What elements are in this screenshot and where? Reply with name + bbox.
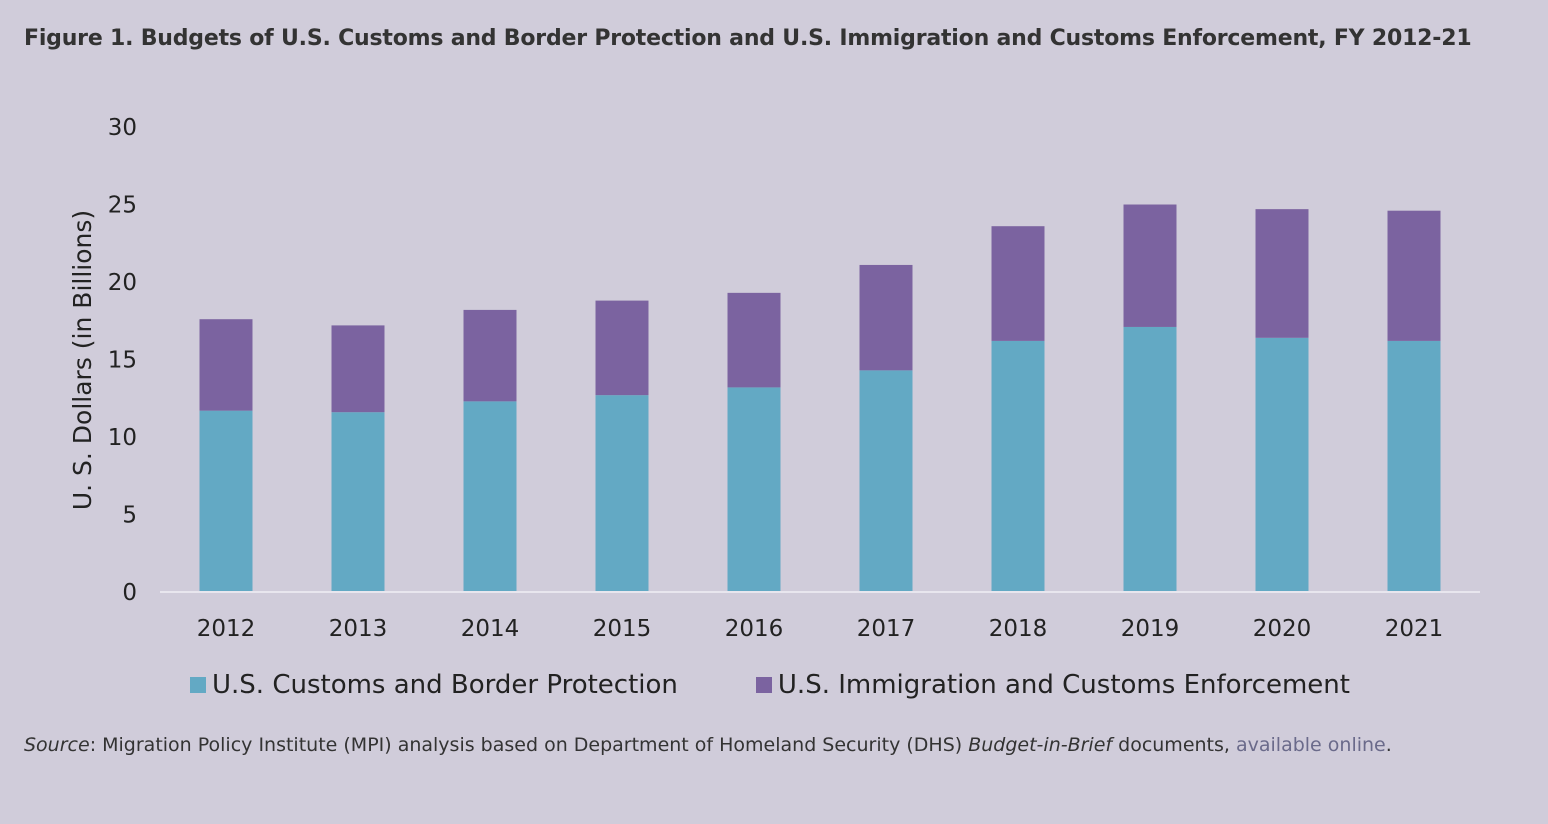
y-tick-label: 30 xyxy=(108,115,137,141)
legend-item-ice: U.S. Immigration and Customs Enforcement xyxy=(755,670,1350,700)
bar-segment-ice xyxy=(1255,209,1309,338)
source-link[interactable]: available online xyxy=(1235,734,1386,756)
bar-segment-ice xyxy=(199,319,253,411)
bar-segment-cbp xyxy=(1123,326,1177,592)
y-axis: 0 5 10 15 20 25 30 xyxy=(108,115,137,606)
bar-segment-ice xyxy=(1387,210,1441,341)
x-tick-label: 2019 xyxy=(1121,616,1180,642)
legend-swatch-cbp xyxy=(190,677,206,693)
source-note: Source: Migration Policy Institute (MPI)… xyxy=(24,734,1392,756)
bar-segment-cbp xyxy=(199,410,253,592)
x-tick-label: 2018 xyxy=(989,616,1048,642)
bar-segment-ice xyxy=(991,226,1045,341)
bar-segment-cbp xyxy=(463,401,517,592)
bar-segment-ice xyxy=(331,325,385,413)
bar-segment-ice xyxy=(463,309,517,402)
bar-segment-cbp xyxy=(595,395,649,592)
x-axis: 2012 2013 2014 2015 2016 2017 2018 2019 2020 2021 xyxy=(160,591,1480,642)
bar-segment-cbp xyxy=(859,370,913,592)
legend-swatch-ice xyxy=(755,677,772,693)
bar-segment-ice xyxy=(1123,204,1177,327)
y-axis-label: U. S. Dollars (in Billions) xyxy=(68,210,97,510)
x-tick-label: 2012 xyxy=(197,616,256,642)
x-tick-label: 2021 xyxy=(1385,616,1444,642)
x-tick-label: 2020 xyxy=(1253,616,1312,642)
y-tick-label: 0 xyxy=(122,580,137,606)
source-text-2: documents, xyxy=(1112,734,1236,756)
x-tick-label: 2017 xyxy=(857,616,916,642)
y-tick-label: 5 xyxy=(122,503,137,529)
y-tick-label: 15 xyxy=(108,348,137,374)
plot-area xyxy=(199,204,1441,592)
source-end: . xyxy=(1385,734,1392,756)
y-tick-label: 20 xyxy=(108,270,137,296)
source-label: Source xyxy=(24,734,90,756)
bar-segment-ice xyxy=(727,292,781,388)
x-tick-label: 2013 xyxy=(329,616,388,642)
source-emphasis: Budget-in-Brief xyxy=(968,734,1113,756)
source-text: : Migration Policy Institute (MPI) analy… xyxy=(89,734,969,756)
bar-segment-cbp xyxy=(1255,337,1309,592)
legend-label-ice: U.S. Immigration and Customs Enforcement xyxy=(777,670,1350,700)
chart-title: Figure 1. Budgets of U.S. Customs and Bo… xyxy=(24,26,1472,51)
y-tick-label: 10 xyxy=(108,425,137,451)
legend-label-cbp: U.S. Customs and Border Protection xyxy=(212,670,678,700)
legend: U.S. Customs and Border Protection U.S. … xyxy=(190,670,1350,700)
legend-item-cbp: U.S. Customs and Border Protection xyxy=(190,670,678,700)
bar-segment-cbp xyxy=(727,387,781,592)
x-tick-label: 2015 xyxy=(593,616,652,642)
x-tick-label: 2014 xyxy=(461,616,520,642)
bar-segment-ice xyxy=(595,300,649,396)
y-tick-label: 25 xyxy=(108,193,137,219)
x-tick-label: 2016 xyxy=(725,616,784,642)
bar-segment-ice xyxy=(859,264,913,371)
bar-segment-cbp xyxy=(1387,340,1441,592)
bar-segment-cbp xyxy=(331,412,385,592)
bar-segment-cbp xyxy=(991,340,1045,592)
